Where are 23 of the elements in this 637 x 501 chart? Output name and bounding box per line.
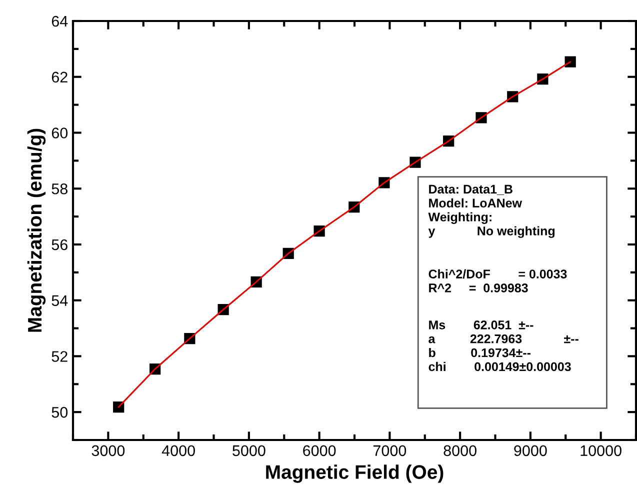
x-tick-label: 5000 bbox=[232, 445, 266, 456]
annotation: Ms 62.051 ±-- a 222.7963 ±-- b 0.19734±-- chi 0.00149±0.00003 bbox=[428, 320, 578, 372]
x-tick-label: 6000 bbox=[303, 445, 336, 456]
y-tick-label: 52 bbox=[52, 351, 68, 362]
y-tick-label: 56 bbox=[52, 239, 68, 250]
y-axis-title: Magnetization (emu/g) bbox=[27, 128, 46, 332]
annotation: Data: Data1_B Model: LoANew Weighting: y No weighting bbox=[428, 184, 555, 238]
x-axis-title: Magnetic Field (Oe) bbox=[266, 464, 444, 483]
x-tick-label: 10000 bbox=[580, 445, 622, 456]
x-tick-label: 9000 bbox=[514, 445, 547, 456]
x-tick-label: 4000 bbox=[162, 445, 195, 456]
y-tick-label: 60 bbox=[52, 128, 68, 138]
x-tick-label: 3000 bbox=[92, 445, 125, 456]
point bbox=[564, 56, 576, 68]
point bbox=[113, 401, 124, 413]
x-tick-label: 7000 bbox=[373, 445, 406, 456]
y-tick-label: 62 bbox=[52, 72, 68, 83]
y-tick-label: 58 bbox=[52, 183, 68, 194]
y-tick-label: 50 bbox=[52, 406, 68, 418]
y-tick-label: 54 bbox=[52, 295, 68, 306]
annotation: Chi^2/DoF = 0.0033 R^2 = 0.99983 bbox=[428, 269, 567, 292]
y-tick-label: 64 bbox=[52, 16, 68, 27]
x-tick-label: 8000 bbox=[444, 445, 476, 456]
